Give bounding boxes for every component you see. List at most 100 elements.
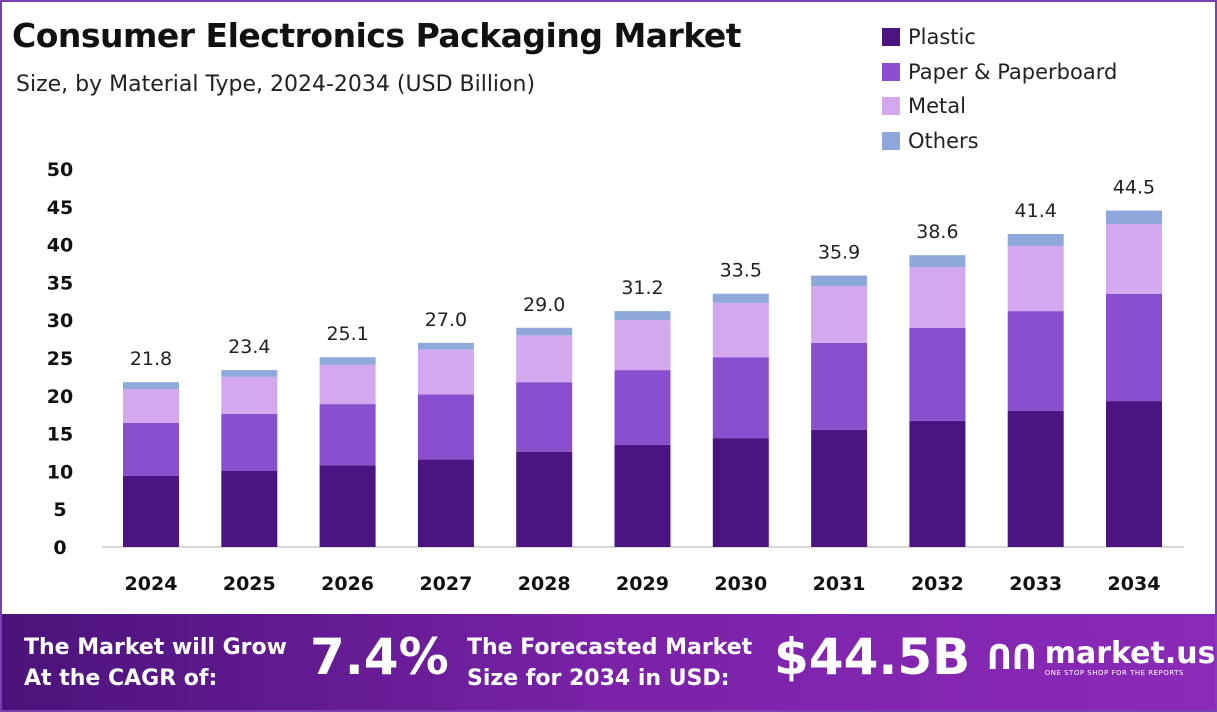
bar-segment-others <box>319 357 376 365</box>
x-tick-label: 2030 <box>714 573 767 595</box>
bar-segment-paper-paperboard <box>417 394 474 460</box>
total-data-label: 27.0 <box>425 309 467 331</box>
forecast-value: $44.5B <box>774 628 971 686</box>
total-data-label: 29.0 <box>523 294 565 316</box>
bar-segment-metal <box>319 364 376 405</box>
bar-segment-metal <box>909 267 966 328</box>
x-tick-label: 2031 <box>813 573 866 595</box>
y-tick-label: 20 <box>47 386 73 408</box>
total-data-label: 35.9 <box>818 242 860 264</box>
x-tick-label: 2027 <box>419 573 472 595</box>
legend-item: Metal <box>882 89 1117 124</box>
bar-segment-metal <box>712 302 769 358</box>
bar-segment-plastic <box>614 444 671 547</box>
x-tick-label: 2034 <box>1108 573 1161 595</box>
logo-icon: ՈՈ <box>987 638 1037 678</box>
legend-swatch <box>882 28 900 47</box>
cagr-value: 7.4% <box>310 628 449 686</box>
bar-segment-plastic <box>712 438 769 547</box>
legend-item: Paper & Paperboard <box>882 55 1117 90</box>
y-tick-label: 0 <box>53 537 66 559</box>
bar-segment-metal <box>1106 224 1162 294</box>
bar-segment-others <box>221 370 278 377</box>
forecast-label: The Forecasted Market Size for 2034 in U… <box>467 635 753 691</box>
y-tick-label: 25 <box>47 348 73 370</box>
bar-segment-others <box>417 342 474 350</box>
bar-segment-paper-paperboard <box>319 404 376 466</box>
legend-item: Others <box>882 124 1117 159</box>
legend-label: Metal <box>908 94 966 119</box>
x-tick-label: 2026 <box>321 573 374 595</box>
bar-segment-paper-paperboard <box>221 413 278 471</box>
chart-title: Consumer Electronics Packaging Market <box>12 16 742 55</box>
summary-banner: The Market will Grow At the CAGR of: 7.4… <box>2 614 1215 710</box>
bar-segment-others <box>614 311 671 321</box>
bar-segment-others <box>1106 210 1162 225</box>
total-data-label: 21.8 <box>130 348 172 370</box>
legend-item: Plastic <box>882 20 1117 55</box>
total-data-label: 25.1 <box>326 323 368 345</box>
y-tick-label: 40 <box>47 235 73 257</box>
bar-segment-plastic <box>123 475 179 547</box>
bar-segment-metal <box>221 376 278 414</box>
bar-segment-plastic <box>1007 410 1064 547</box>
y-tick-label: 5 <box>53 499 66 521</box>
legend-swatch <box>882 97 900 116</box>
total-data-label: 33.5 <box>720 260 762 282</box>
bar-segment-plastic <box>1106 401 1162 547</box>
bar-segment-paper-paperboard <box>516 382 573 452</box>
bar-segment-others <box>712 293 769 303</box>
bar-segment-paper-paperboard <box>1106 293 1162 402</box>
bar-segment-metal <box>516 335 573 383</box>
cagr-label: The Market will Grow At the CAGR of: <box>24 635 287 691</box>
bar-segment-plastic <box>516 451 573 547</box>
bar-segment-others <box>516 327 573 336</box>
bar-segment-plastic <box>417 459 474 547</box>
bar-segment-metal <box>811 286 868 343</box>
bar-segment-paper-paperboard <box>712 357 769 439</box>
total-data-label: 44.5 <box>1113 177 1155 199</box>
x-tick-label: 2032 <box>911 573 964 595</box>
bar-segment-paper-paperboard <box>614 370 671 445</box>
legend-label: Paper & Paperboard <box>908 59 1118 84</box>
bar-segment-others <box>123 382 179 389</box>
bar-segment-others <box>811 275 868 287</box>
x-tick-label: 2029 <box>616 573 669 595</box>
total-data-label: 41.4 <box>1015 200 1057 222</box>
legend-swatch <box>882 131 900 150</box>
x-tick-label: 2024 <box>125 573 178 595</box>
y-tick-label: 35 <box>47 272 73 294</box>
bar-segment-others <box>909 255 966 268</box>
bar-segment-others <box>1007 234 1064 247</box>
x-tick-label: 2033 <box>1009 573 1062 595</box>
bar-segment-plastic <box>909 420 966 547</box>
legend-swatch <box>882 62 900 81</box>
bar-segment-plastic <box>811 429 868 547</box>
bar-segment-metal <box>417 349 474 395</box>
legend-label: Plastic <box>908 25 976 50</box>
y-tick-label: 50 <box>47 159 73 181</box>
logo-tagline: ONE STOP SHOP FOR THE REPORTS <box>1044 669 1184 677</box>
total-data-label: 31.2 <box>621 277 663 299</box>
market-us-logo: ՈՈ market.us ONE STOP SHOP FOR THE REPOR… <box>987 638 1215 678</box>
bar-segment-metal <box>123 388 179 424</box>
bar-segment-paper-paperboard <box>123 423 179 476</box>
bar-segment-plastic <box>221 470 278 547</box>
bar-segment-metal <box>614 320 671 371</box>
bar-segment-paper-paperboard <box>1007 311 1064 411</box>
y-tick-label: 45 <box>47 197 73 219</box>
bar-segment-plastic <box>319 465 376 547</box>
y-tick-label: 30 <box>47 310 73 332</box>
x-tick-label: 2025 <box>223 573 276 595</box>
total-data-label: 38.6 <box>916 221 958 243</box>
total-data-label: 23.4 <box>228 336 270 358</box>
x-tick-label: 2028 <box>518 573 571 595</box>
bar-segment-metal <box>1007 246 1064 312</box>
y-tick-label: 10 <box>47 461 73 483</box>
bar-chart: 0510152025303540455021.8202423.4202525.1… <box>47 159 1184 595</box>
y-tick-label: 15 <box>47 424 73 446</box>
bar-segment-paper-paperboard <box>909 327 966 421</box>
chart-subtitle: Size, by Material Type, 2024-2034 (USD B… <box>16 72 536 97</box>
legend-label: Others <box>908 128 979 153</box>
